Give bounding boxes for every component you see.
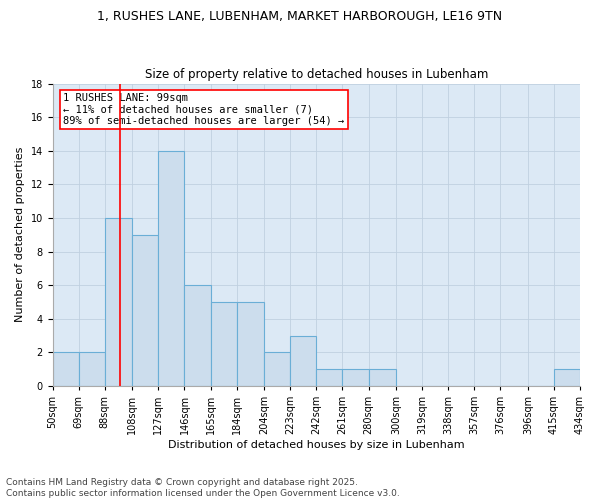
- Bar: [79, 352, 105, 386]
- Bar: [264, 352, 290, 386]
- Bar: [554, 369, 580, 386]
- Bar: [316, 369, 343, 386]
- Bar: [184, 285, 211, 386]
- Text: 1 RUSHES LANE: 99sqm
← 11% of detached houses are smaller (7)
89% of semi-detach: 1 RUSHES LANE: 99sqm ← 11% of detached h…: [63, 92, 344, 126]
- Bar: [211, 302, 236, 386]
- Text: Contains HM Land Registry data © Crown copyright and database right 2025.
Contai: Contains HM Land Registry data © Crown c…: [6, 478, 400, 498]
- Text: 1, RUSHES LANE, LUBENHAM, MARKET HARBOROUGH, LE16 9TN: 1, RUSHES LANE, LUBENHAM, MARKET HARBORO…: [97, 10, 503, 23]
- Bar: [290, 336, 316, 386]
- Bar: [105, 218, 133, 386]
- Title: Size of property relative to detached houses in Lubenham: Size of property relative to detached ho…: [145, 68, 488, 81]
- Bar: [158, 151, 184, 386]
- X-axis label: Distribution of detached houses by size in Lubenham: Distribution of detached houses by size …: [168, 440, 464, 450]
- Bar: [368, 369, 396, 386]
- Bar: [133, 235, 158, 386]
- Y-axis label: Number of detached properties: Number of detached properties: [15, 147, 25, 322]
- Bar: [53, 352, 79, 386]
- Bar: [343, 369, 368, 386]
- Bar: [236, 302, 264, 386]
